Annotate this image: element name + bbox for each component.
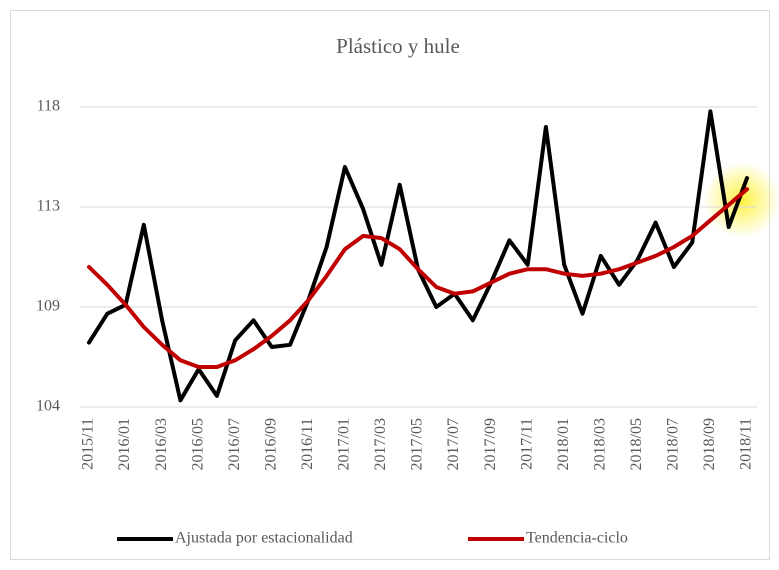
x-tick-label: 2018/07 [665, 418, 682, 470]
legend-label: Ajustada por estacionalidad [175, 530, 353, 547]
x-tick-label: 2018/01 [555, 418, 572, 470]
x-tick-label: 2017/03 [372, 418, 389, 470]
y-tick-label: 104 [36, 398, 60, 415]
chart-title: Plástico y hule [336, 34, 460, 58]
x-tick-label: 2018/05 [628, 418, 645, 470]
highlight [704, 162, 779, 238]
x-tick-label: 2018/03 [591, 418, 608, 470]
x-tick-label: 2016/07 [226, 418, 243, 470]
legend: Ajustada por estacionalidad Tendencia-cic… [117, 530, 628, 547]
x-tick-label: 2016/09 [262, 418, 279, 470]
x-tick-label: 2018/09 [701, 418, 718, 470]
series-line [87, 187, 749, 369]
x-tick-label: 2016/11 [299, 418, 316, 470]
x-tick-label: 2017/01 [336, 418, 353, 470]
legend-label: Tendencia-ciclo [526, 530, 628, 547]
x-tick-label: 2017/09 [482, 418, 499, 470]
x-tick-label: 2015/11 [80, 418, 97, 470]
x-tick-label: 2017/05 [409, 418, 426, 470]
x-tick-label: 2016/01 [116, 418, 133, 470]
plot [87, 109, 749, 403]
grid: 104 109 113 118 2015/11 2016/01 2016/03 2016/05… [36, 98, 757, 470]
y-tick-label: 109 [36, 298, 60, 315]
y-tick-label: 118 [37, 98, 60, 115]
x-tick-label: 2016/05 [189, 418, 206, 470]
x-tick-label: 2018/11 [738, 418, 755, 470]
y-tick-label: 113 [37, 198, 60, 215]
chart-border [10, 10, 770, 560]
x-tick-label: 2016/03 [153, 418, 170, 470]
x-tick-label: 2017/11 [518, 418, 535, 470]
x-tick-label: 2017/07 [445, 418, 462, 470]
